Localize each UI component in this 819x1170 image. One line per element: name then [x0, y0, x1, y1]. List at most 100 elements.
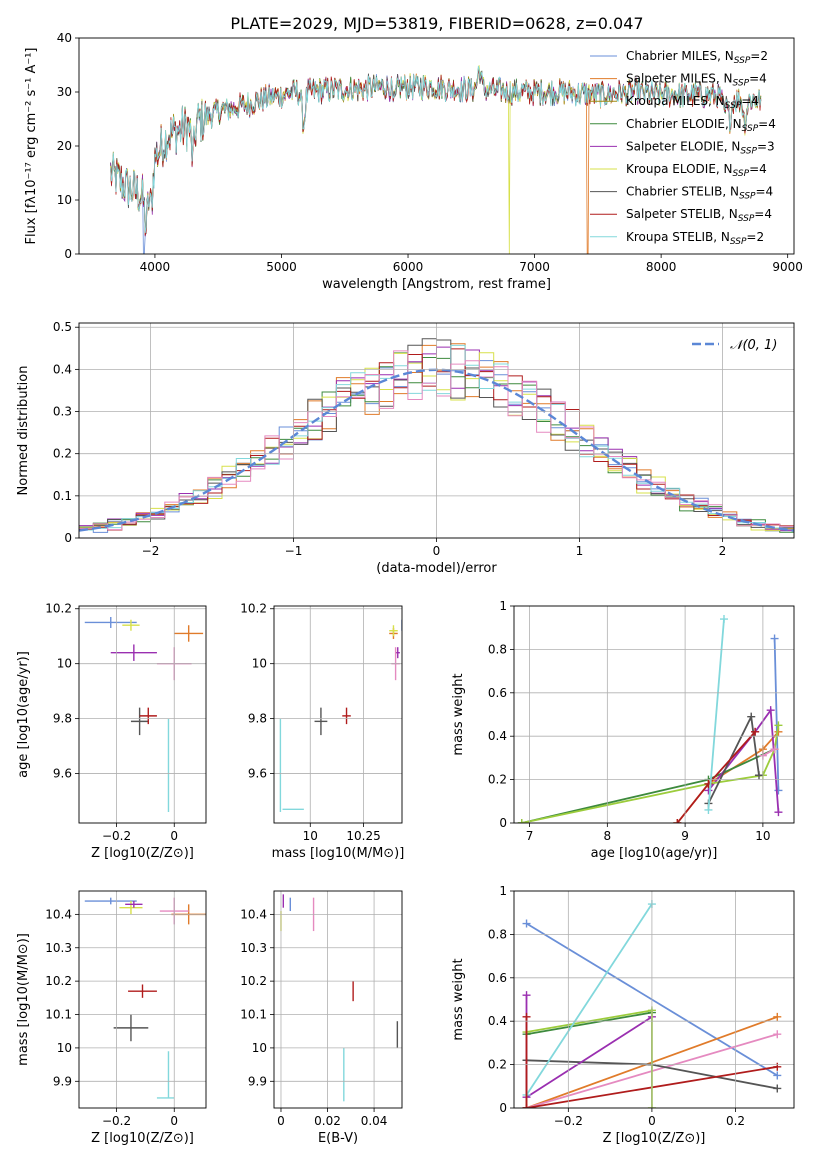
plot-area: [279, 619, 402, 813]
x-tick-label: −0.2: [102, 1114, 131, 1128]
x-tick-label: 10: [755, 829, 770, 843]
axes-frame: [273, 605, 403, 824]
panel-weight_vs_age: 7 8 9 10 0 0.2 0.4 0.6 0.8 1 age [log10(age/yr)] ma…: [451, 599, 795, 861]
x-tick-label: −0.2: [554, 1114, 583, 1128]
y-tick-label: 0.8: [488, 642, 507, 656]
y-tick-label: 0.4: [53, 362, 72, 376]
axes-frame: [78, 322, 795, 539]
legend-label: Chabrier ELODIE, NSSP=4: [626, 117, 776, 134]
errorbar-point: [84, 616, 137, 628]
x-axis-label: E(B-V): [318, 1131, 358, 1146]
plus-marker: [720, 615, 728, 624]
plus-marker: [773, 1084, 782, 1093]
y-tick-label: 10: [252, 657, 267, 671]
x-tick-label: 0: [433, 544, 441, 558]
legend-value: =4: [754, 207, 772, 221]
y-tick-label: 10.2: [45, 602, 72, 616]
errorbar-point: [110, 644, 157, 661]
legend-name: Salpeter ELODIE, N: [626, 139, 740, 153]
figure-title: PLATE=2029, MJD=53819, FIBERID=0628, z=0…: [230, 14, 643, 33]
y-tick-label: 0: [64, 247, 72, 261]
x-tick-label: 9000: [772, 260, 803, 274]
y-tick-label: 30: [57, 85, 72, 99]
errorbar-point: [122, 619, 140, 631]
y-tick-label: 10: [57, 193, 72, 207]
errorbar-point: [389, 625, 398, 637]
plus-marker: [704, 805, 713, 814]
y-tick-label: 9.9: [53, 1074, 72, 1088]
errorbar-point: [139, 707, 157, 725]
weight-line: [707, 618, 725, 811]
legend-subscript: SSP: [733, 169, 750, 179]
y-tick-label: 9.6: [53, 767, 72, 781]
legend-label: Kroupa MILES, NSSP=4: [626, 94, 759, 111]
x-tick-label: 0: [170, 1114, 178, 1128]
y-tick-label: 10.4: [240, 907, 267, 921]
plus-marker: [773, 1071, 782, 1080]
legend-label: Chabrier MILES, NSSP=2: [626, 49, 768, 66]
y-tick-label: 0.2: [53, 447, 72, 461]
errorbar-point: [113, 1014, 149, 1042]
legend-name: Chabrier MILES, N: [626, 49, 734, 63]
x-tick-label: 4000: [140, 260, 171, 274]
y-tick-label: 10.4: [45, 907, 72, 921]
plus-marker: [522, 1012, 531, 1021]
plus-marker: [766, 706, 775, 715]
y-tick-label: 0.3: [53, 405, 72, 419]
legend-subscript: SSP: [730, 237, 747, 247]
legend-subscript: SSP: [739, 192, 756, 202]
legend-label: Chabrier STELIB, NSSP=4: [626, 185, 773, 202]
legend-value: =3: [757, 139, 775, 153]
axes-frame: [513, 890, 795, 1109]
weight-line: [525, 995, 653, 1099]
legend-value: =4: [741, 94, 759, 108]
plot-area: [84, 897, 206, 1099]
x-axis-label: (data-model)/error: [376, 561, 497, 576]
errorbar-point: [395, 647, 400, 659]
panel-mass_vs_Z: −0.2 0 9.9 10 10.1 10.2 10.3 10.4 Z [log10(Z/Z⊙)…: [16, 890, 207, 1146]
axes-frame: [273, 890, 403, 1109]
legend-value: =4: [756, 185, 774, 199]
y-tick-label: 20: [57, 139, 72, 153]
plus-marker: [673, 819, 682, 823]
legend-label: Kroupa STELIB, NSSP=2: [626, 230, 764, 247]
legend-name: Chabrier ELODIE, N: [626, 117, 742, 131]
y-tick-label: 10.3: [45, 941, 72, 955]
x-tick-label: 7000: [519, 260, 550, 274]
y-axis-label: mass weight: [451, 958, 466, 1040]
y-tick-label: 9.9: [248, 1074, 267, 1088]
legend-name: Chabrier STELIB, N: [626, 185, 739, 199]
x-tick-label: 8000: [646, 260, 677, 274]
legend-label: Kroupa ELODIE, NSSP=4: [626, 162, 767, 179]
plus-marker: [773, 1030, 782, 1039]
plus-marker: [770, 634, 779, 643]
x-tick-label: 10: [303, 829, 318, 843]
y-tick-label: 10.3: [240, 941, 267, 955]
x-tick-label: 10.25: [346, 829, 380, 843]
plus-marker: [522, 991, 531, 1000]
legend-label: Salpeter STELIB, NSSP=4: [626, 207, 772, 224]
plus-marker: [770, 745, 779, 754]
panel-spectrum: 4000 5000 6000 7000 8000 9000 0 10 20 30 40 wavelen…: [24, 31, 803, 292]
x-axis-label: wavelength [Angstrom, rest frame]: [322, 277, 551, 292]
x-axis-label: age [log10(age/yr)]: [591, 846, 718, 861]
plus-marker: [522, 919, 531, 928]
x-tick-label: 8: [604, 829, 612, 843]
plus-marker: [517, 819, 526, 823]
x-tick-label: 6000: [393, 260, 424, 274]
errorbar-point: [125, 901, 143, 908]
plus-marker: [774, 721, 783, 730]
x-tick-label: −0.2: [102, 829, 131, 843]
y-tick-label: 10.1: [45, 1008, 72, 1022]
y-tick-label: 0.4: [488, 729, 507, 743]
y-tick-label: 10.2: [240, 974, 267, 988]
y-axis-label: Normed distribution: [16, 366, 31, 496]
plus-marker: [774, 786, 783, 795]
y-tick-label: 0: [499, 1101, 507, 1115]
legend-name: Kroupa MILES, N: [626, 94, 725, 108]
errorbar-point: [119, 901, 143, 915]
legend-value: =4: [749, 72, 767, 86]
y-tick-label: 10.2: [240, 602, 267, 616]
x-axis-label: mass [log10(M/M⊙)]: [272, 846, 405, 861]
legend-subscript: SSP: [742, 124, 759, 134]
